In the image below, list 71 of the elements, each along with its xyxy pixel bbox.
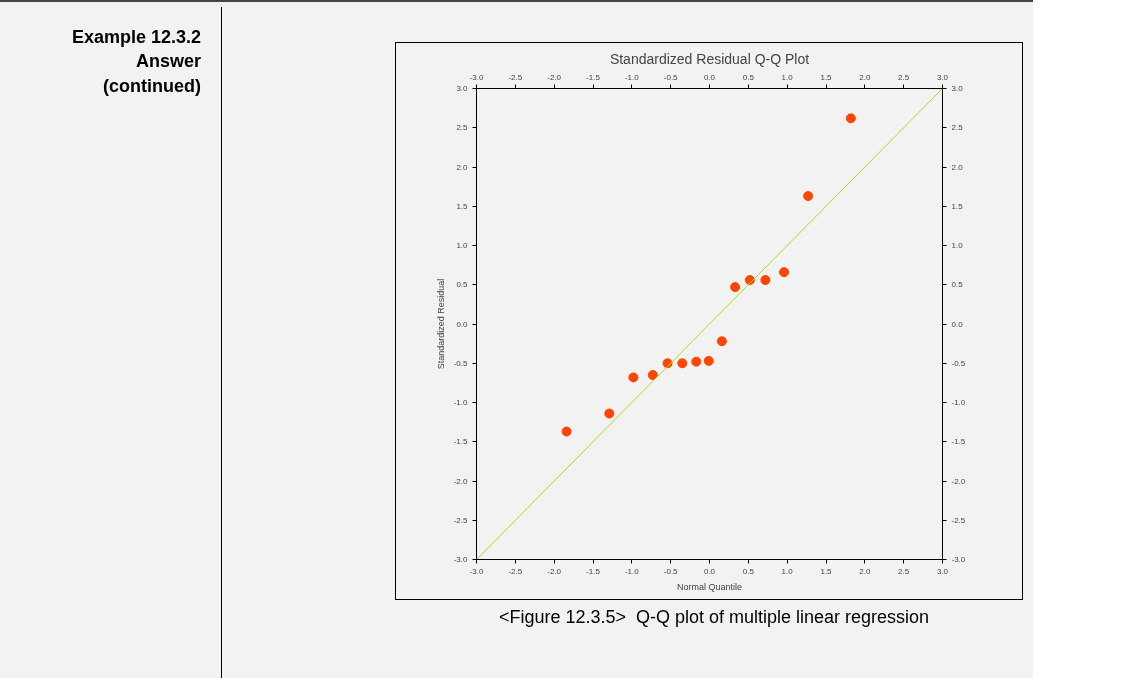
- x2-tick-label: -0.5: [663, 72, 679, 82]
- point: [604, 408, 615, 419]
- x2-tick-label: -2.0: [547, 72, 562, 82]
- x2-tick-label: -1.5: [586, 72, 601, 82]
- x-tick-label: 2.5: [898, 566, 910, 576]
- x-tick-label: 0.5: [742, 566, 755, 576]
- x-tick-label: 1.0: [781, 566, 794, 576]
- y-tick-label: 0.0: [456, 319, 469, 329]
- point: [779, 267, 790, 278]
- y-tick-label: 0.5: [456, 280, 469, 290]
- x2-tick-label: 0.5: [742, 72, 755, 82]
- y-axis-title: Standardized Residual: [435, 278, 446, 370]
- x-tick-label: -2.5: [508, 566, 523, 576]
- x-tick-label: -1.0: [624, 566, 640, 576]
- y-tick-label: 3.0: [456, 84, 469, 93]
- y2-tick-label: 0.5: [951, 280, 964, 290]
- x-tick-label: -2.0: [547, 566, 562, 576]
- y2-tick-label: 0.0: [951, 319, 964, 329]
- y2-tick-label: -3.0: [951, 555, 966, 564]
- x-tick-label: 0.0: [703, 566, 716, 576]
- x-tick-label: 2.0: [859, 566, 871, 576]
- point: [561, 426, 572, 437]
- x2-tick-label: 2.5: [898, 72, 910, 82]
- y-tick-label: -3.0: [453, 555, 469, 564]
- x-tick-label: 1.5: [820, 566, 833, 576]
- x-tick-label: 3.0: [936, 566, 949, 576]
- y-tick-label: 2.5: [456, 123, 469, 133]
- x2-tick-label: -2.5: [508, 72, 523, 82]
- y2-tick-label: -1.5: [951, 437, 966, 447]
- x2-tick-label: 2.0: [859, 72, 871, 82]
- point: [716, 336, 727, 347]
- point: [677, 358, 688, 369]
- point: [744, 275, 755, 286]
- point: [647, 370, 658, 381]
- x-axis-title: Normal Quantile: [676, 581, 743, 592]
- y2-tick-label: 2.5: [951, 123, 964, 133]
- point: [628, 372, 639, 383]
- x2-tick-label: 1.5: [820, 72, 833, 82]
- y-tick-label: -0.5: [453, 358, 469, 368]
- y2-tick-label: 3.0: [951, 84, 964, 93]
- y2-tick-label: 2.0: [951, 162, 964, 172]
- y-tick-label: -1.0: [453, 398, 469, 407]
- x2-tick-label: -1.0: [624, 72, 640, 82]
- y2-tick-label: -2.0: [951, 476, 966, 486]
- y2-tick-label: 1.0: [951, 241, 964, 250]
- y-tick-label: -1.5: [453, 437, 469, 447]
- x-tick-label: -1.5: [586, 566, 601, 576]
- chart-title: Standardized Residual Q-Q Plot: [609, 50, 810, 67]
- y2-tick-label: -0.5: [951, 358, 966, 368]
- y2-tick-label: -2.5: [951, 515, 966, 525]
- y2-tick-label: 1.5: [951, 201, 964, 211]
- point: [691, 356, 702, 367]
- y-tick-label: 1.0: [456, 241, 469, 250]
- y-tick-label: 2.0: [456, 162, 469, 172]
- y-tick-label: -2.5: [453, 515, 469, 525]
- x2-tick-label: 1.0: [781, 72, 794, 82]
- point: [845, 113, 856, 124]
- y-tick-label: -2.0: [453, 476, 469, 486]
- x2-tick-label: 0.0: [703, 72, 716, 82]
- text: <Figure 12.3.5> Q-Q plot of multiple linear regression: [498, 606, 930, 629]
- point: [730, 282, 741, 293]
- x-tick-label: -3.0: [469, 566, 484, 576]
- x-tick-label: -0.5: [663, 566, 679, 576]
- x2-tick-label: -3.0: [469, 72, 484, 82]
- text: Example 12.3.2 Answer (continued): [71, 26, 201, 98]
- point: [703, 355, 714, 366]
- y2-tick-label: -1.0: [951, 398, 966, 407]
- x2-tick-label: 3.0: [936, 72, 949, 82]
- y-tick-label: 1.5: [456, 201, 469, 211]
- point: [760, 275, 771, 286]
- point: [803, 191, 814, 202]
